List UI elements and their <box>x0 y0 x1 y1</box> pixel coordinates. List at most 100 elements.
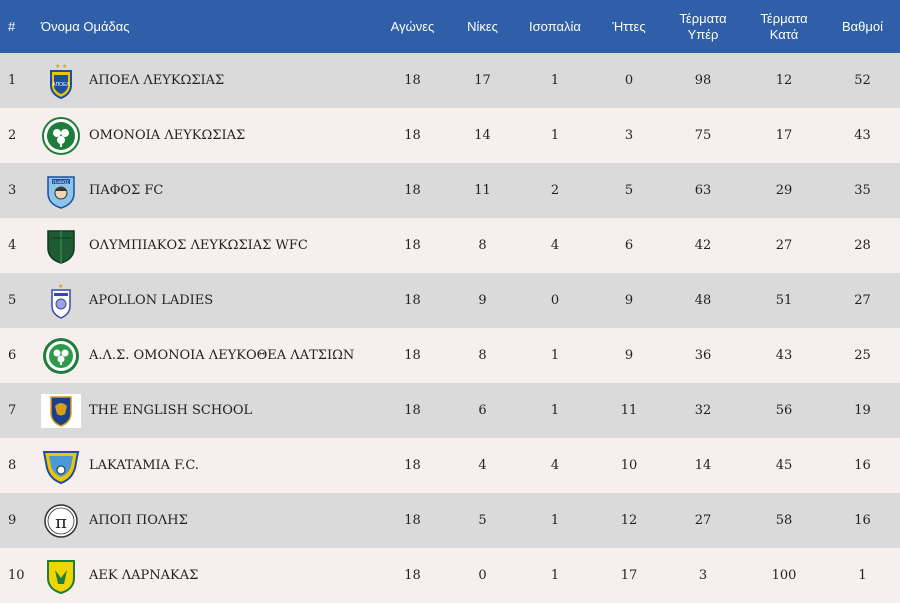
cell-team: THE ENGLISH SCHOOL <box>35 383 375 438</box>
cell-goals-against: 43 <box>775 348 793 363</box>
cell-losses: 10 <box>620 458 638 473</box>
cell-goals-against: 17 <box>775 128 793 143</box>
apop-pi-icon: π <box>41 501 81 541</box>
cell-rank: 3 <box>8 183 17 198</box>
cell-goals-against: 51 <box>775 293 793 308</box>
cell-team: ΠΑΦΟΣ ΠΑΦΟΣ FC <box>35 163 375 218</box>
table-row[interactable]: 5 ★ APOLLON LADIES 18 9 0 9 48 51 27 <box>0 273 900 328</box>
cell-goals-against: 45 <box>775 458 793 473</box>
header-team: Όνομα Ομάδας <box>41 18 130 34</box>
cell-rank: 5 <box>8 293 17 308</box>
header-draws: Ισοπαλία <box>529 18 581 34</box>
cell-points: 28 <box>854 238 871 253</box>
team-name[interactable]: ΑΠΟΠ ΠΟΛΗΣ <box>89 513 188 528</box>
cell-goals-for: 75 <box>694 128 712 143</box>
pafos-crest-icon: ΠΑΦΟΣ <box>41 171 81 211</box>
cell-rank: 8 <box>8 458 17 473</box>
aek-eagle-icon <box>41 556 81 596</box>
cell-rank: 4 <box>8 238 17 253</box>
omonoia-clover-icon <box>41 116 81 156</box>
cell-draws: 1 <box>550 348 560 363</box>
header-wins: Νίκες <box>467 18 498 34</box>
table-row[interactable]: 8 LAKATAMIA F.C. 18 4 4 10 14 45 16 <box>0 438 900 493</box>
cell-team: ΟΛΥΜΠΙΑΚΟΣ ΛΕΥΚΩΣΙΑΣ WFC <box>35 218 375 273</box>
cell-goals-for: 32 <box>694 403 712 418</box>
table-row[interactable]: 10 ΑΕΚ ΛΑΡΝΑΚΑΣ 18 0 1 17 3 100 1 <box>0 548 900 603</box>
cell-goals-against: 12 <box>775 73 793 88</box>
cell-rank: 6 <box>8 348 17 363</box>
cell-goals-for: 98 <box>694 73 712 88</box>
cell-goals-for: 48 <box>694 293 712 308</box>
cell-losses: 11 <box>620 403 638 418</box>
cell-rank: 2 <box>8 128 17 143</box>
cell-losses: 5 <box>624 183 634 198</box>
team-name[interactable]: ΑΕΚ ΛΑΡΝΑΚΑΣ <box>89 568 199 583</box>
cell-points: 16 <box>854 458 871 473</box>
cell-draws: 4 <box>550 458 560 473</box>
cell-points: 43 <box>854 128 871 143</box>
cell-played: 18 <box>404 568 421 583</box>
table-row[interactable]: 1 ★ ★ ΑΠΟΕΛ ΑΠΟΕΛ ΛΕΥΚΩΣΙΑΣ 18 17 1 0 98 12 52 <box>0 53 900 108</box>
cell-losses: 17 <box>620 568 638 583</box>
cell-points: 52 <box>854 73 871 88</box>
table-row[interactable]: 9 π ΑΠΟΠ ΠΟΛΗΣ 18 5 1 12 27 58 16 <box>0 493 900 548</box>
table-row[interactable]: 3 ΠΑΦΟΣ ΠΑΦΟΣ FC 18 11 2 5 63 29 35 <box>0 163 900 218</box>
cell-losses: 6 <box>624 238 634 253</box>
cell-played: 18 <box>404 513 421 528</box>
cell-goals-against: 29 <box>775 183 793 198</box>
cell-draws: 0 <box>550 293 560 308</box>
lakatamia-shield-icon <box>41 446 81 486</box>
table-row[interactable]: 4 ΟΛΥΜΠΙΑΚΟΣ ΛΕΥΚΩΣΙΑΣ WFC 18 8 4 6 42 27 28 <box>0 218 900 273</box>
team-name[interactable]: Α.Λ.Σ. ΟΜΟΝΟΙΑ ΛΕΥΚΟΘΕΑ ΛΑΤΣΙΩΝ <box>89 348 355 363</box>
olympiakos-shield-icon <box>41 226 81 266</box>
cell-played: 18 <box>404 348 421 363</box>
cell-goals-against: 58 <box>775 513 793 528</box>
svg-text:ΑΠΟΕΛ: ΑΠΟΕΛ <box>52 82 70 88</box>
cell-rank: 10 <box>8 568 25 583</box>
team-name[interactable]: ΠΑΦΟΣ FC <box>89 183 164 198</box>
cell-rank: 7 <box>8 403 17 418</box>
cell-points: 16 <box>854 513 871 528</box>
cell-wins: 14 <box>474 128 491 143</box>
team-name[interactable]: ΟΜΟΝΟΙΑ ΛΕΥΚΩΣΙΑΣ <box>89 128 246 143</box>
cell-goals-against: 56 <box>775 403 793 418</box>
cell-wins: 8 <box>478 348 487 363</box>
cell-points: 27 <box>854 293 871 308</box>
team-name[interactable]: ΑΠΟΕΛ ΛΕΥΚΩΣΙΑΣ <box>89 73 225 88</box>
cell-goals-for: 42 <box>694 238 712 253</box>
cell-played: 18 <box>404 128 421 143</box>
table-row[interactable]: 2 ΟΜΟΝΟΙΑ ΛΕΥΚΩΣΙΑΣ 18 14 1 3 75 17 43 <box>0 108 900 163</box>
cell-goals-for: 63 <box>694 183 712 198</box>
cell-team: ΟΜΟΝΟΙΑ ΛΕΥΚΩΣΙΑΣ <box>35 108 375 163</box>
team-name[interactable]: APOLLON LADIES <box>89 293 214 308</box>
cell-played: 18 <box>404 73 421 88</box>
cell-team: ★ ★ ΑΠΟΕΛ ΑΠΟΕΛ ΛΕΥΚΩΣΙΑΣ <box>35 53 375 108</box>
header-losses: Ήττες <box>612 18 646 34</box>
header-points: Βαθμοί <box>841 18 884 34</box>
cell-losses: 9 <box>624 293 634 308</box>
cell-wins: 6 <box>478 403 487 418</box>
cell-team: ΑΕΚ ΛΑΡΝΑΚΑΣ <box>35 548 375 603</box>
apollon-crest-icon: ★ <box>41 281 81 321</box>
team-name[interactable]: THE ENGLISH SCHOOL <box>89 403 253 418</box>
header-goals-against: Τέρματα Κατά <box>760 10 808 42</box>
cell-wins: 8 <box>478 238 487 253</box>
table-row[interactable]: 7 THE ENGLISH SCHOOL 18 6 1 11 32 56 19 <box>0 383 900 438</box>
cell-goals-for: 3 <box>698 568 708 583</box>
cell-points: 35 <box>854 183 871 198</box>
cell-losses: 9 <box>624 348 634 363</box>
cell-played: 18 <box>404 403 421 418</box>
cell-losses: 12 <box>620 513 638 528</box>
cell-played: 18 <box>404 458 421 473</box>
team-name[interactable]: ΟΛΥΜΠΙΑΚΟΣ ΛΕΥΚΩΣΙΑΣ WFC <box>89 238 308 253</box>
cell-goals-for: 36 <box>694 348 712 363</box>
cell-draws: 1 <box>550 403 560 418</box>
header-goals-for: Τέρματα Υπέρ <box>679 10 727 42</box>
table-row[interactable]: 6 Α.Λ.Σ. ΟΜΟΝΟΙΑ ΛΕΥΚΟΘΕΑ ΛΑΤΣΙΩΝ 18 8 1 9 36 4… <box>0 328 900 383</box>
cell-draws: 1 <box>550 73 560 88</box>
cell-rank: 1 <box>8 73 17 88</box>
team-name[interactable]: LAKATAMIA F.C. <box>89 458 199 473</box>
cell-draws: 2 <box>550 183 560 198</box>
cell-played: 18 <box>404 183 421 198</box>
